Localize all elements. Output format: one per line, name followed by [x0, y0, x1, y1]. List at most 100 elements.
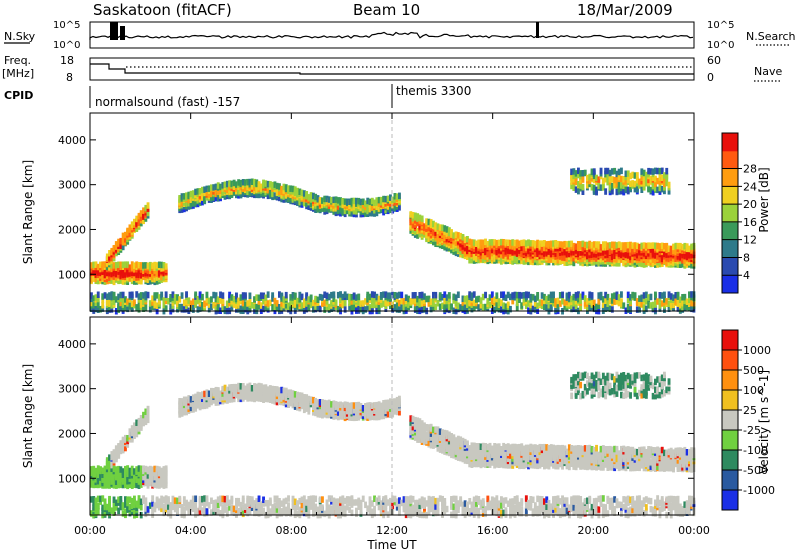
velocity-cell	[413, 499, 417, 507]
power-cell	[99, 306, 102, 313]
velocity-cell	[327, 509, 331, 517]
power-cell	[456, 291, 460, 298]
velocity-cell	[142, 411, 145, 419]
power-cell	[307, 296, 311, 303]
power-cell	[126, 298, 130, 305]
velocity-cell	[144, 408, 148, 415]
velocity-cell	[364, 501, 367, 509]
velocity-cell	[178, 406, 182, 414]
power-cell	[230, 303, 234, 311]
velocity-cell	[162, 482, 166, 489]
power-cell	[565, 241, 569, 248]
velocity-cell	[133, 495, 136, 503]
power-cell	[610, 241, 614, 248]
power-cell	[552, 296, 555, 304]
velocity-cell	[300, 501, 304, 509]
power-cell	[126, 227, 130, 235]
power-cell	[613, 292, 617, 299]
power-cell	[631, 254, 635, 262]
power-cell	[604, 188, 608, 195]
nsky-trace	[89, 31, 694, 40]
velocity-cell	[350, 509, 354, 517]
power-cell	[629, 304, 632, 311]
power-cell	[554, 306, 558, 314]
velocity-cell	[391, 495, 395, 502]
power-cell	[194, 297, 198, 304]
velocity-cell	[264, 395, 268, 403]
power-cell	[441, 224, 444, 231]
velocity-cell	[350, 402, 354, 409]
velocity-cell	[300, 397, 304, 405]
velocity-cell	[112, 456, 116, 464]
power-cell	[617, 299, 621, 307]
power-cell	[393, 196, 397, 203]
velocity-cell	[180, 398, 184, 405]
power-cell	[434, 222, 438, 229]
power-cell	[606, 293, 610, 301]
power-cell	[586, 241, 589, 249]
power-cell	[205, 185, 209, 193]
power-cell	[241, 179, 245, 186]
power-cell	[466, 301, 469, 308]
power-cell	[484, 246, 487, 254]
velocity-cell	[205, 508, 209, 515]
power-cell	[660, 167, 664, 175]
power-cell	[640, 174, 644, 181]
velocity-cell	[103, 465, 107, 473]
power-cell	[509, 305, 512, 313]
power-cell	[339, 197, 342, 204]
power-cell	[644, 180, 648, 187]
power-cell	[524, 302, 528, 310]
power-cell	[570, 302, 574, 309]
power-cell	[665, 242, 669, 250]
power-cell	[527, 300, 530, 307]
power-cell	[674, 248, 678, 256]
freq-trace	[90, 63, 694, 75]
power-cell	[577, 249, 580, 256]
power-cell	[558, 300, 562, 307]
power-cell	[472, 304, 476, 311]
velocity-cell	[357, 401, 361, 409]
power-cell	[622, 242, 626, 249]
power-cell	[210, 184, 213, 191]
power-cell	[443, 305, 447, 313]
power-cell	[237, 302, 241, 309]
power-cell	[574, 186, 578, 193]
velocity-cell	[164, 500, 168, 507]
power-cell	[124, 231, 127, 239]
power-cell	[364, 298, 367, 305]
power-ytick-label: 1000	[58, 268, 86, 281]
velocity-cell	[139, 465, 143, 472]
power-cell	[486, 248, 490, 256]
velocity-cell	[278, 498, 281, 505]
velocity-cell	[235, 510, 238, 517]
power-cell	[651, 168, 655, 175]
velocity-cell	[160, 505, 164, 513]
power-cell	[309, 294, 313, 301]
power-cell	[398, 299, 401, 307]
power-cell	[232, 189, 236, 196]
velocity-cell	[130, 465, 134, 473]
power-cell	[606, 300, 610, 307]
power-cell	[590, 241, 594, 249]
power-cell	[629, 180, 632, 188]
power-cell	[486, 298, 490, 305]
velocity-cell	[248, 500, 252, 507]
power-cell	[613, 182, 617, 189]
power-cell	[654, 306, 657, 313]
power-cell	[601, 247, 605, 255]
power-cell	[504, 303, 508, 310]
power-cell	[377, 196, 381, 204]
power-cell	[461, 295, 465, 302]
velocity-cell	[126, 496, 130, 503]
power-cell	[441, 242, 444, 249]
power-cell	[94, 275, 98, 283]
power-cell	[561, 291, 564, 299]
power-cell	[461, 304, 465, 312]
velocity-cell	[321, 403, 324, 410]
power-cell	[266, 192, 270, 200]
power-cell	[244, 184, 247, 192]
velocity-cell	[255, 383, 259, 391]
velocity-cell	[237, 391, 241, 398]
velocity-cell	[266, 395, 270, 403]
